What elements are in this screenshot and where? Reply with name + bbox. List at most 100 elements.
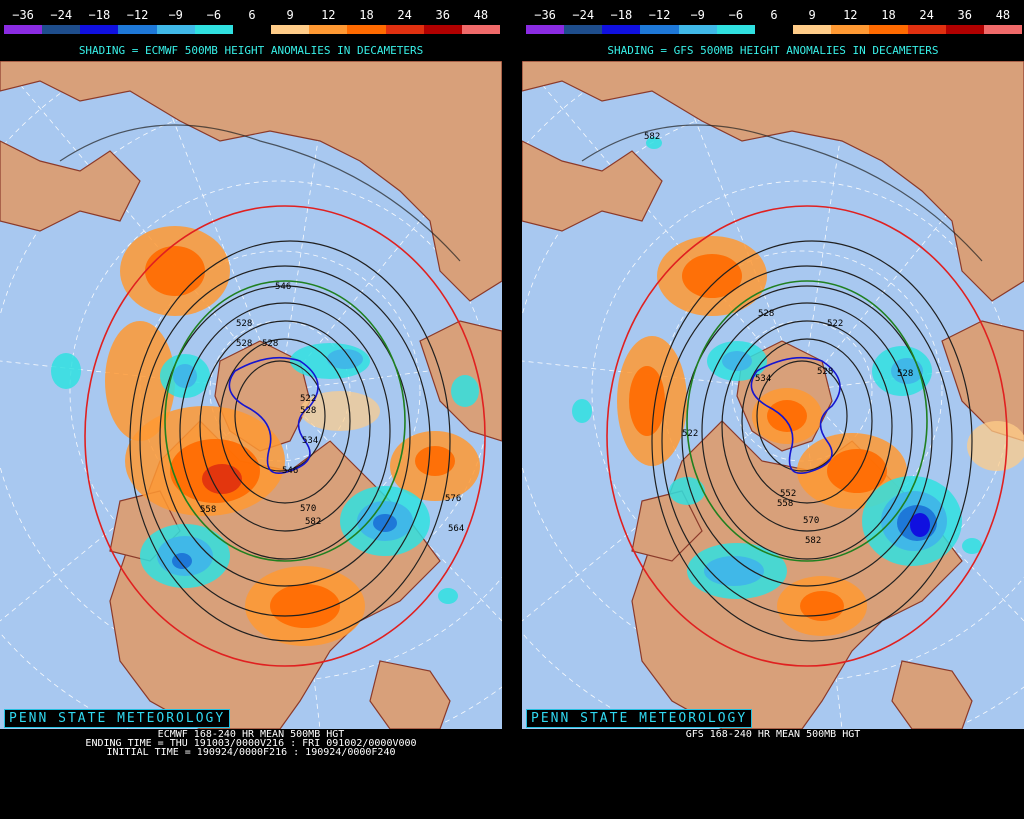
- contour-label: 528: [817, 367, 833, 377]
- penn-state-logo: PENN STATE METEOROLOGY: [526, 709, 753, 728]
- contour-label: 582: [644, 132, 660, 142]
- scale-label: 18: [359, 8, 374, 22]
- contour-label: 570: [300, 504, 316, 514]
- siberia-east: [941, 320, 1024, 442]
- south-america-tip: [891, 660, 973, 729]
- contour-label: 576: [445, 494, 461, 504]
- eurasia: [0, 61, 502, 302]
- caption-line-1: GFS 168-240 HR MEAN 500MB HGT: [685, 729, 861, 740]
- scale-swatch: [423, 25, 462, 34]
- contour-label: 528: [300, 406, 316, 416]
- scale-swatch: [232, 25, 272, 34]
- scale-label: 9: [286, 8, 294, 22]
- scale-label: 9: [808, 8, 816, 22]
- color-scale-bar: [4, 25, 501, 34]
- contour-552-green: [164, 280, 406, 562]
- height-contours: [581, 124, 983, 642]
- scale-label: −9: [168, 8, 183, 22]
- scale-swatch: [716, 25, 755, 34]
- scale-swatch: [4, 25, 43, 34]
- shading-title: SHADING = ECMWF 500MB HEIGHT ANOMALIES I…: [78, 44, 424, 57]
- scale-label: −24: [572, 8, 595, 22]
- scale-swatch: [754, 25, 794, 34]
- scale-swatch: [945, 25, 984, 34]
- scale-label: −24: [50, 8, 73, 22]
- north-africa-middle-east: [522, 140, 663, 232]
- contour-528-blue: [750, 356, 841, 474]
- contour-label: 552: [780, 489, 796, 499]
- scale-label: 18: [881, 8, 896, 22]
- scale-label: 36: [957, 8, 972, 22]
- contour-label: 558: [200, 505, 216, 515]
- ecmwf-anomaly-map: 546 528 528 528 522 528 534 546 558 570 582 576 564: [0, 61, 502, 729]
- contour-label: 522: [682, 429, 698, 439]
- contour-label: 522: [827, 319, 843, 329]
- eurasia: [522, 61, 1024, 302]
- scale-swatch: [385, 25, 424, 34]
- shading-title: SHADING = GFS 500MB HEIGHT ANOMALIES IN …: [607, 44, 939, 57]
- scale-swatch: [461, 25, 501, 34]
- scale-label: 48: [995, 8, 1011, 22]
- scale-label: 6: [770, 8, 778, 22]
- height-contours: [59, 124, 461, 642]
- caption-line-2: ENDING TIME = THU 191003/0000V216 : FRI …: [85, 738, 417, 749]
- scale-label: −9: [690, 8, 705, 22]
- contour-label: 546: [282, 466, 298, 476]
- anomaly-shading: [572, 137, 1024, 636]
- scale-label: 48: [473, 8, 489, 22]
- scale-swatch: [793, 25, 832, 34]
- contour-label: 528: [262, 339, 278, 349]
- contour-582-red: [84, 205, 486, 667]
- penn-state-logo: PENN STATE METEOROLOGY: [4, 709, 231, 728]
- scale-swatch: [309, 25, 348, 34]
- scale-swatch: [42, 25, 81, 34]
- scale-swatch: [564, 25, 603, 34]
- scale-label: 12: [843, 8, 858, 22]
- scale-swatch: [602, 25, 641, 34]
- scale-label: −18: [610, 8, 633, 22]
- contour-label: 570: [803, 516, 819, 526]
- scale-label: −6: [728, 8, 744, 22]
- scale-label: 24: [919, 8, 934, 22]
- contour-label: 528: [897, 369, 913, 379]
- south-america-tip: [369, 660, 451, 729]
- contour-552-green: [686, 280, 928, 562]
- contour-label: 528: [236, 339, 252, 349]
- contour-582-red: [606, 205, 1008, 667]
- contour-label: 564: [448, 524, 464, 534]
- scale-label: −6: [206, 8, 222, 22]
- scale-swatch: [194, 25, 233, 34]
- north-africa-middle-east: [0, 140, 141, 232]
- scale-swatch: [526, 25, 565, 34]
- contour-label: 534: [755, 374, 771, 384]
- scale-swatch: [80, 25, 119, 34]
- ecmwf-panel: −36 −24 −18 −12 −9 −6 6 9 12 18 24 36 48 SHADING = E…: [0, 0, 502, 819]
- contour-label: 528: [236, 319, 252, 329]
- caption-line-3: INITIAL TIME = 190924/0000F216 : 190924/…: [106, 747, 396, 758]
- scale-label: 6: [248, 8, 256, 22]
- contour-labels: 546 528 528 528 522 528 534 546 558 570 582 576 564: [200, 282, 464, 534]
- contour-label: 558: [777, 499, 793, 509]
- scale-label: −12: [648, 8, 671, 22]
- contour-label: 528: [758, 309, 774, 319]
- scale-label: −36: [534, 8, 556, 22]
- contour-label: 546: [275, 282, 291, 292]
- scale-label: −36: [12, 8, 34, 22]
- scale-swatch: [678, 25, 717, 34]
- scale-swatch: [271, 25, 310, 34]
- scale-swatch: [640, 25, 679, 34]
- color-scale-bar: [526, 25, 1023, 34]
- scale-label: 24: [397, 8, 412, 22]
- contour-label: 582: [805, 536, 821, 546]
- scale-swatch: [156, 25, 195, 34]
- scale-swatch: [831, 25, 870, 34]
- scale-swatch: [118, 25, 157, 34]
- contour-label: 534: [302, 436, 318, 446]
- color-scale-labels: −36 −24 −18 −12 −9 −6 6 9 12 18 24 36 48: [522, 8, 1024, 22]
- scale-swatch: [869, 25, 908, 34]
- contour-label: 522: [300, 394, 316, 404]
- caption-line-1: ECMWF 168-240 HR MEAN 500MB HGT: [157, 729, 345, 740]
